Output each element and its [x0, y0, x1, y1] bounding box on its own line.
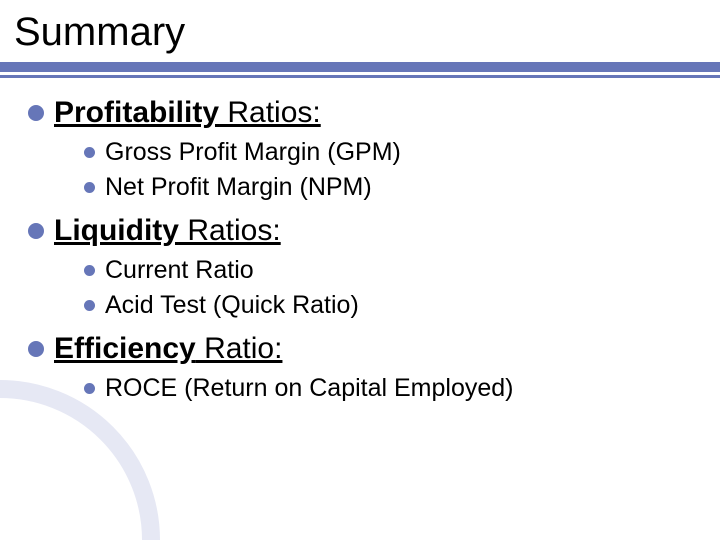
title-region: Summary [0, 0, 720, 55]
bullet-icon [28, 341, 44, 357]
section-liquidity: Liquidity Ratios: Current Ratio Acid Tes… [28, 214, 692, 320]
list-item: Gross Profit Margin (GPM) [84, 138, 692, 167]
sub-text: ROCE (Return on Capital Employed) [105, 374, 514, 403]
section-head: Profitability Ratios: [28, 96, 692, 130]
section-title-rest: Ratios: [219, 96, 321, 129]
bullet-icon [84, 182, 95, 193]
sub-text: Net Profit Margin (NPM) [105, 173, 372, 202]
sub-text: Acid Test (Quick Ratio) [105, 291, 359, 320]
bullet-icon [28, 105, 44, 121]
title-line-thin [0, 75, 720, 78]
section-title-rest: Ratio: [196, 332, 283, 365]
section-title: Efficiency Ratio: [54, 332, 282, 366]
slide-title: Summary [14, 10, 720, 55]
list-item: ROCE (Return on Capital Employed) [84, 374, 692, 403]
title-underline [0, 62, 720, 78]
section-efficiency: Efficiency Ratio: ROCE (Return on Capita… [28, 332, 692, 403]
list-item: Acid Test (Quick Ratio) [84, 291, 692, 320]
list-item: Net Profit Margin (NPM) [84, 173, 692, 202]
title-line-thick [0, 62, 720, 72]
section-profitability: Profitability Ratios: Gross Profit Margi… [28, 96, 692, 202]
section-head: Efficiency Ratio: [28, 332, 692, 366]
sub-list: Gross Profit Margin (GPM) Net Profit Mar… [28, 138, 692, 202]
sub-text: Gross Profit Margin (GPM) [105, 138, 401, 167]
bullet-icon [84, 265, 95, 276]
sub-list: Current Ratio Acid Test (Quick Ratio) [28, 256, 692, 320]
section-title-bold: Efficiency [54, 332, 196, 365]
section-title-bold: Profitability [54, 96, 219, 129]
bullet-icon [84, 147, 95, 158]
sub-list: ROCE (Return on Capital Employed) [28, 374, 692, 403]
bullet-icon [84, 300, 95, 311]
section-title-rest: Ratios: [179, 214, 281, 247]
bullet-icon [28, 223, 44, 239]
bullet-icon [84, 383, 95, 394]
content-area: Profitability Ratios: Gross Profit Margi… [28, 96, 692, 415]
section-head: Liquidity Ratios: [28, 214, 692, 248]
section-title: Liquidity Ratios: [54, 214, 281, 248]
section-title: Profitability Ratios: [54, 96, 321, 130]
slide: Summary Profitability Ratios: Gross Prof… [0, 0, 720, 540]
list-item: Current Ratio [84, 256, 692, 285]
sub-text: Current Ratio [105, 256, 254, 285]
section-title-bold: Liquidity [54, 214, 179, 247]
